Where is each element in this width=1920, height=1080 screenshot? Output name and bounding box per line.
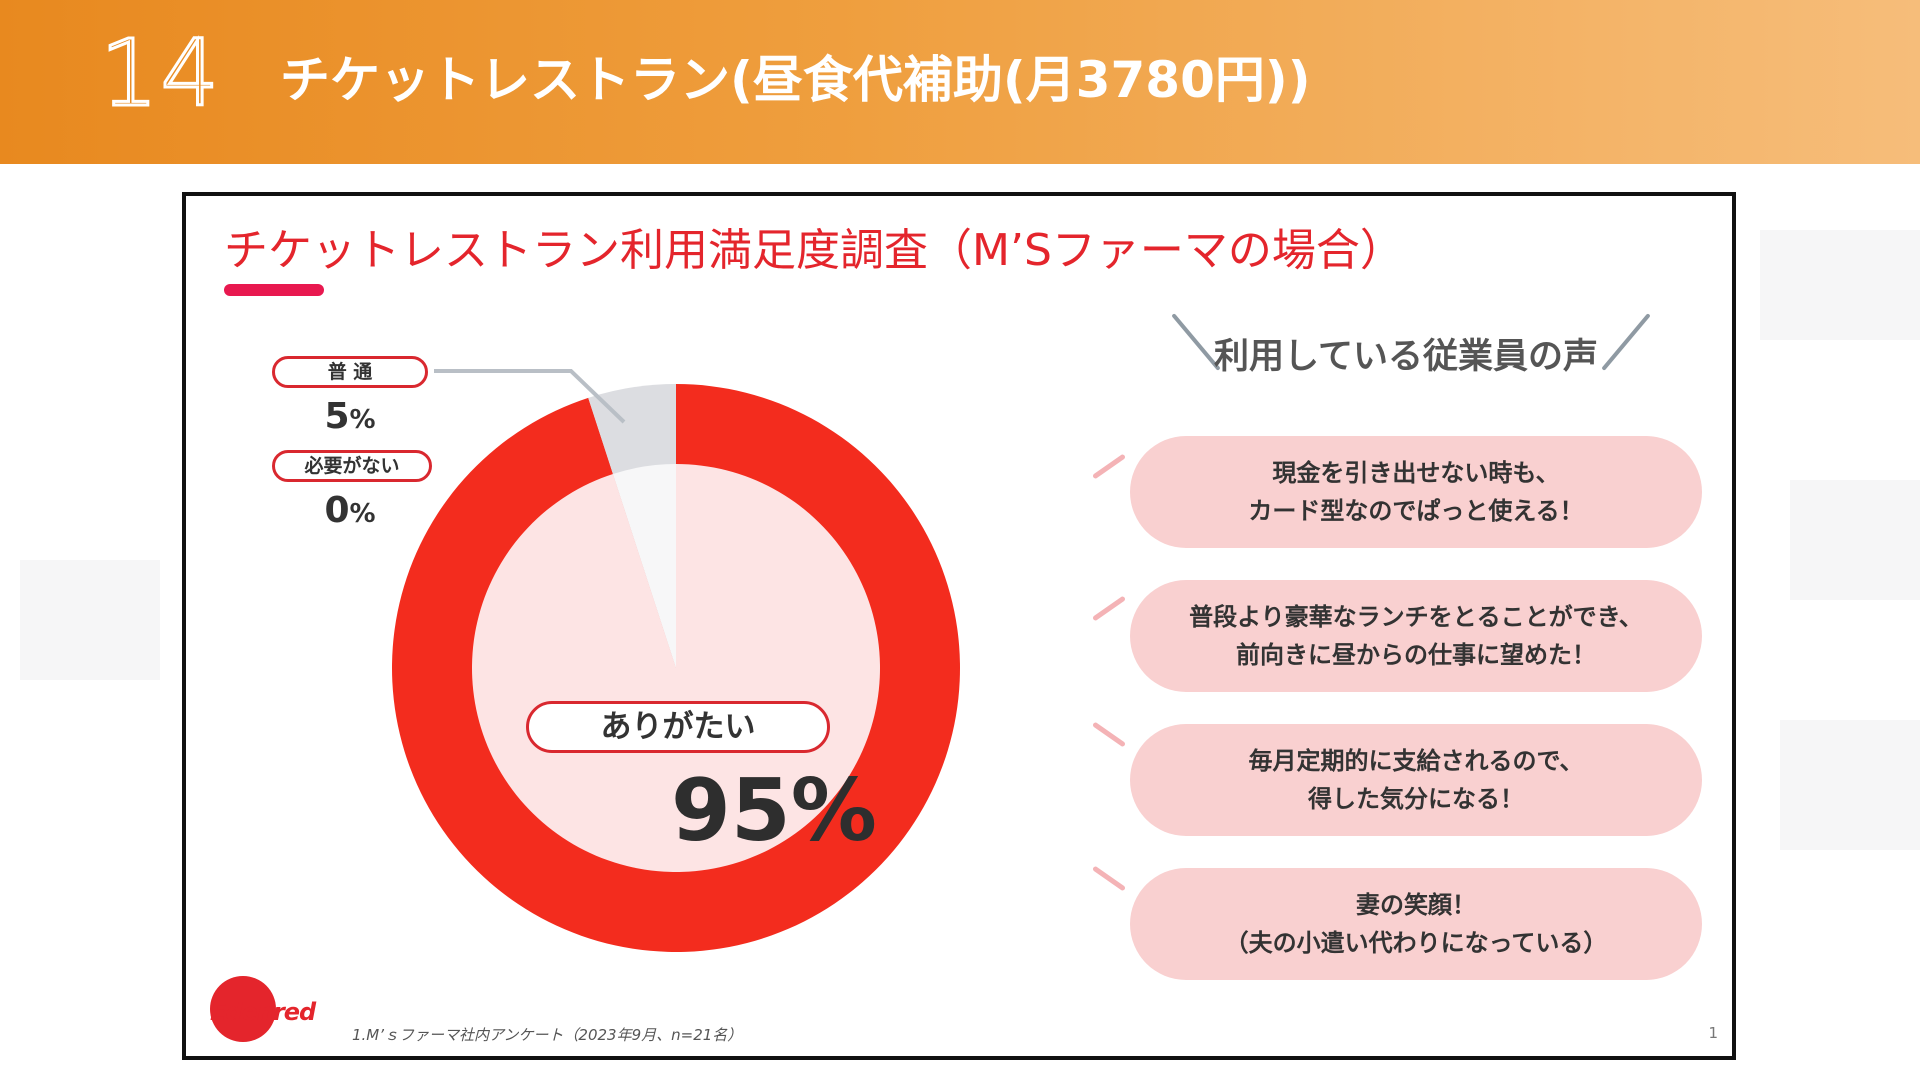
- background-tile: [1790, 480, 1920, 600]
- panel-title: チケットレストラン利用満足度調査（M’Sファーマの場合）: [224, 225, 1404, 276]
- label-normal-value: 5: [324, 396, 350, 437]
- voice-line: 現金を引き出せない時も、: [1272, 459, 1560, 487]
- voice-line: 前向きに昼からの仕事に望めた！: [1236, 641, 1596, 669]
- background-tile: [20, 560, 160, 680]
- voice-line: 毎月定期的に支給されるので、: [1248, 747, 1584, 775]
- donut-chart: [391, 369, 960, 953]
- label-grateful-text: ありがたい: [600, 709, 756, 745]
- label-grateful-percent: 95%: [526, 761, 956, 861]
- voice-bubble: 現金を引き出せない時も、 カード型なのでぱっと使える！: [1130, 436, 1702, 548]
- voice-bubble: 毎月定期的に支給されるので、 得した気分になる！: [1130, 724, 1702, 836]
- voice-line: 得した気分になる！: [1308, 785, 1524, 813]
- voice-line: 妻の笑顔！: [1356, 891, 1476, 919]
- label-grateful-value: 95: [671, 761, 791, 861]
- label-normal-pill: 普 通: [272, 356, 428, 388]
- label-grateful-pill: ありがたい: [526, 701, 830, 753]
- title-underline: [224, 284, 324, 296]
- donut-slice-inner-0: [471, 464, 880, 872]
- label-normal-text: 普 通: [327, 361, 373, 383]
- footnote: 1.M’ｓファーマ社内アンケート（2023年9月、n=21名）: [352, 1026, 743, 1044]
- label-grateful-unit: %: [790, 761, 877, 861]
- label-normal-percent: 5%: [300, 396, 400, 437]
- voice-bubble: 普段より豪華なランチをとることができ、 前向きに昼からの仕事に望めた！: [1130, 580, 1702, 692]
- label-unneeded-value: 0: [324, 490, 350, 531]
- label-unneeded-percent: 0%: [300, 490, 400, 531]
- slide-number: 14: [98, 20, 222, 127]
- voice-line: （夫の小遣い代わりになっている）: [1224, 929, 1608, 957]
- header-bar: 14 チケットレストラン(昼食代補助(月3780円)): [0, 0, 1920, 164]
- voice-line: 普段より豪華なランチをとることができ、: [1189, 603, 1643, 631]
- edenred-logo: [210, 976, 276, 1042]
- voice-line: カード型なのでぱっと使える！: [1248, 497, 1584, 525]
- leader-line: [434, 369, 626, 424]
- background-tile: [1780, 720, 1920, 850]
- slide-panel: チケットレストラン利用満足度調査（M’Sファーマの場合） 普 通 5% 必要がな…: [182, 192, 1736, 1060]
- label-normal-unit: %: [349, 405, 376, 435]
- voice-bubble: 妻の笑顔！ （夫の小遣い代わりになっている）: [1130, 868, 1702, 980]
- voices-title: 利用している従業員の声: [1214, 337, 1598, 377]
- page-number: 1: [1708, 1024, 1718, 1042]
- background-tile: [1760, 230, 1920, 340]
- donut-slice-inner-1: [612, 464, 676, 668]
- donut-inner-disc: [471, 464, 880, 872]
- label-unneeded-unit: %: [349, 499, 376, 529]
- label-unneeded-text: 必要がない: [304, 455, 400, 477]
- page-title: チケットレストラン(昼食代補助(月3780円)): [280, 51, 1311, 109]
- label-unneeded-pill: 必要がない: [272, 450, 432, 482]
- edenred-logo-text: Edenred: [210, 998, 316, 1026]
